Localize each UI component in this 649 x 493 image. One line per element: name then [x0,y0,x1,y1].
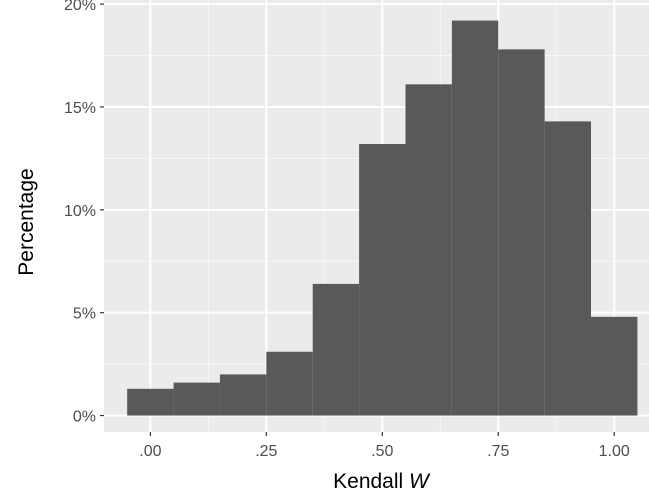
y-axis-ticks: 0% 5% 10% 15% 20% [64,0,104,426]
y-axis-title: Percentage [15,168,38,275]
histogram-bars [127,20,638,416]
x-axis-ticks: .00 .25 .50 .75 1.00 [139,432,630,460]
x-axis-title-main: Kendall [333,470,409,493]
x-axis-title: Kendall W [333,470,431,493]
y-tick-label: 0% [73,409,96,426]
x-tick-label: 1.00 [599,443,630,460]
histogram-bar [498,49,545,416]
histogram-bar [266,351,313,416]
histogram-bar [312,283,360,416]
x-tick-label: .25 [255,443,277,460]
y-tick-label: 10% [64,203,96,220]
y-tick-label: 20% [64,0,96,14]
histogram-bar [591,316,638,416]
histogram-bar [544,121,592,416]
histogram-bar [405,84,452,416]
y-tick-label: 5% [73,306,96,323]
x-tick-label: .50 [371,443,393,460]
histogram-bar [127,388,174,416]
histogram-bar [359,144,406,416]
y-tick-label: 15% [64,100,96,117]
x-tick-label: .75 [487,443,509,460]
histogram-bar [451,20,499,416]
x-axis-title-italic: W [409,470,431,493]
x-tick-label: .00 [139,443,161,460]
histogram-bar [173,382,220,416]
histogram-bar [219,374,267,416]
